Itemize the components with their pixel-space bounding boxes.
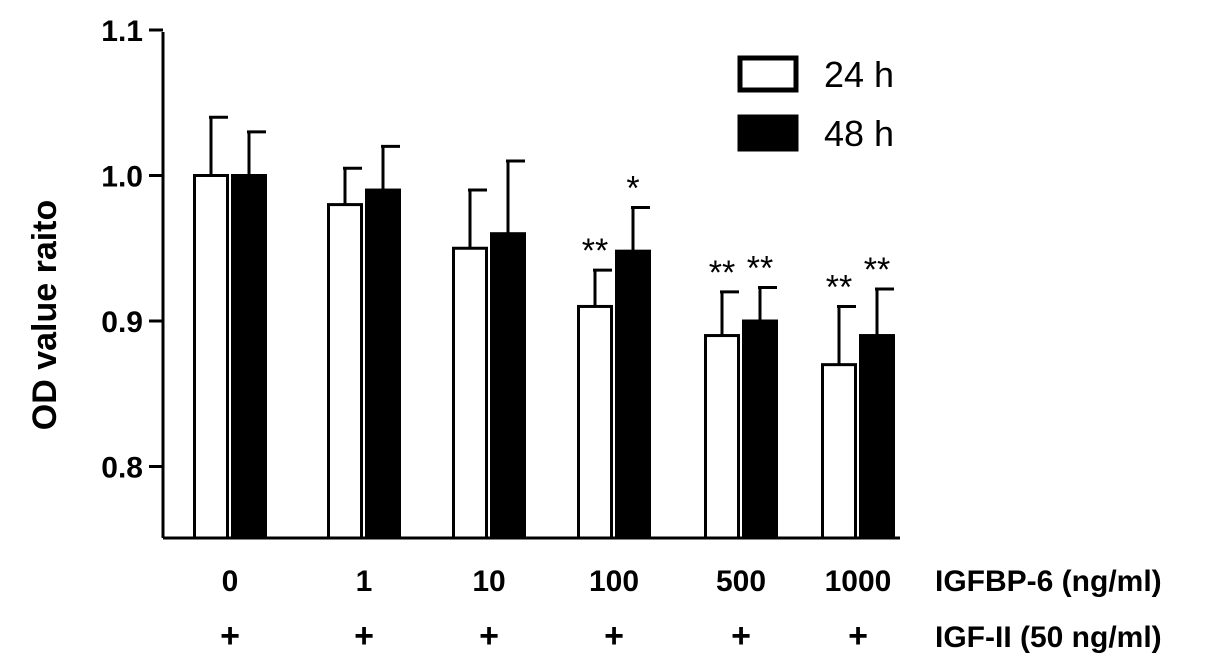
igf-ii-plus-mark: + (479, 617, 499, 655)
legend-label-48h: 48 h (824, 113, 894, 154)
significance-mark: * (626, 170, 639, 208)
chart-axes: 0.8 0.9 1.0 1.1 (101, 15, 900, 540)
y-tick-label: 1.1 (101, 15, 143, 48)
chart-significance-marks: ***** ** ** ** (582, 170, 890, 307)
igf-ii-row-label: IGF-II (50 ng/ml) (935, 621, 1162, 654)
bar-24h (577, 304, 613, 540)
legend-swatch-24h (737, 55, 799, 93)
significance-mark: ** (747, 250, 773, 288)
chart-error-bars (209, 115, 894, 365)
bar-24h (452, 246, 488, 540)
x-tick-label: 10 (472, 565, 505, 598)
x-tick-label: 1000 (825, 565, 892, 598)
chart-legend: 24 h 48 h (737, 54, 894, 154)
x-tick-label: 500 (716, 565, 766, 598)
igf-ii-plus-mark: + (354, 617, 374, 655)
bar-48h (615, 249, 651, 540)
bar-48h (365, 188, 401, 540)
igf-ii-plus-mark: + (731, 617, 751, 655)
igf-ii-plus-mark: + (848, 617, 868, 655)
bar-48h (231, 174, 267, 540)
bar-24h (704, 334, 740, 540)
bar-48h (490, 232, 526, 540)
legend-swatch-48h (737, 114, 799, 152)
chart-bars (193, 174, 895, 540)
y-tick-label: 1.0 (101, 161, 143, 194)
bar-48h (859, 334, 895, 540)
igf-ii-plus-mark: + (220, 617, 240, 655)
bar-24h (193, 174, 229, 540)
chart-category-labels: 0 +1 +10 +100 +500 +1000 + IGFBP-6 (ng/ml) IGF-I… (220, 565, 1162, 655)
y-tick-label: 0.9 (101, 306, 143, 339)
significance-mark: ** (864, 251, 890, 289)
x-tick-label: 100 (589, 565, 639, 598)
y-axis-title: OD value raito (26, 200, 64, 431)
igf-ii-plus-mark: + (604, 617, 624, 655)
bar-48h (742, 319, 778, 540)
significance-mark: ** (709, 254, 735, 292)
bar-24h (327, 203, 363, 540)
igfbp6-row-label: IGFBP-6 (ng/ml) (935, 565, 1162, 598)
legend-label-24h: 24 h (824, 54, 894, 95)
significance-mark: ** (582, 232, 608, 270)
x-tick-label: 1 (356, 565, 373, 598)
significance-mark: ** (826, 268, 852, 306)
bar-24h (821, 363, 857, 540)
y-tick-label: 0.8 (101, 452, 143, 485)
x-tick-label: 0 (222, 565, 239, 598)
